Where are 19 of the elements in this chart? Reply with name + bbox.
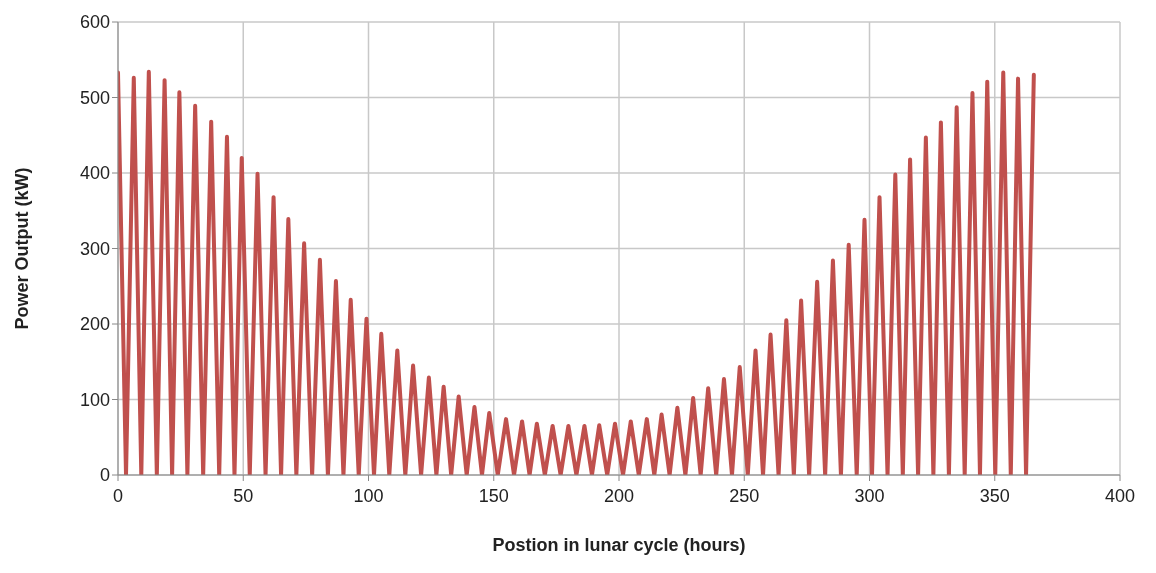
x-tick-label: 150 [478, 485, 509, 506]
y-tick-label: 500 [79, 87, 110, 108]
x-tick-label: 100 [353, 485, 384, 506]
x-axis-title: Postion in lunar cycle (hours) [492, 535, 746, 555]
x-tick-label: 300 [854, 485, 885, 506]
x-tick-label: 200 [603, 485, 635, 506]
x-tick-label: 50 [233, 485, 254, 506]
x-tick-label: 400 [1104, 485, 1136, 506]
y-tick-label: 600 [79, 12, 110, 33]
y-tick-label: 400 [79, 163, 110, 184]
x-tick-label: 350 [979, 485, 1010, 506]
y-axis-title: Power Output (kW) [12, 167, 33, 330]
y-tick-label: 100 [79, 389, 110, 410]
y-tick-label: 300 [79, 238, 110, 259]
x-tick-label: 0 [112, 485, 124, 506]
y-tick-label: 200 [79, 314, 110, 335]
x-tick-label: 250 [729, 485, 760, 506]
y-tick-label: 0 [99, 465, 110, 486]
line-series [118, 69, 1036, 475]
